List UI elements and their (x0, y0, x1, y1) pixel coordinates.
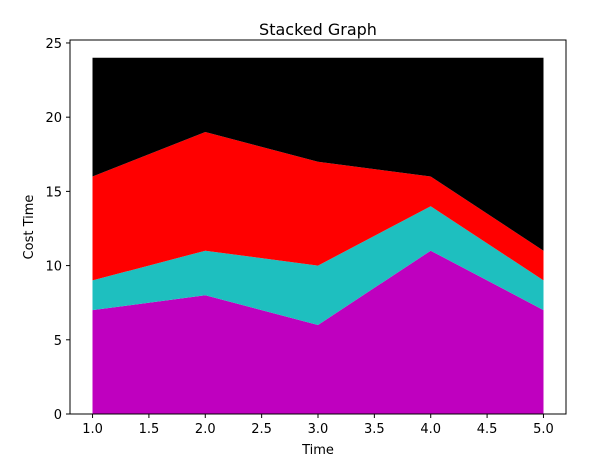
x-tick-label: 4.5 (477, 422, 498, 437)
area-series-3 (92, 132, 544, 281)
series-areas (92, 57, 544, 414)
x-tick-label: 1.5 (139, 422, 160, 437)
y-tick-label: 15 (45, 185, 62, 200)
area-series-1 (92, 250, 544, 414)
y-axis-label: Cost Time (22, 195, 37, 260)
y-tick-label: 25 (45, 37, 62, 52)
x-tick-label: 3.0 (308, 422, 329, 437)
x-tick-label: 5.0 (533, 422, 554, 437)
y-axis: 0 5 10 15 20 25 (45, 37, 70, 423)
y-tick-label: 5 (54, 334, 62, 349)
x-tick-label: 4.0 (420, 422, 441, 437)
x-tick-label: 1.0 (82, 422, 103, 437)
x-tick-label: 2.5 (251, 422, 272, 437)
y-tick-label: 0 (54, 408, 62, 423)
x-axis-label: Time (301, 443, 334, 458)
y-tick-label: 20 (45, 111, 62, 126)
y-tick-label: 10 (45, 260, 62, 275)
x-tick-label: 3.5 (364, 422, 385, 437)
area-series-4 (92, 57, 544, 251)
x-tick-label: 2.0 (195, 422, 216, 437)
chart-title: Stacked Graph (259, 20, 377, 39)
x-axis: 1.0 1.5 2.0 2.5 3.0 3.5 4.0 4.5 5.0 (82, 414, 554, 437)
